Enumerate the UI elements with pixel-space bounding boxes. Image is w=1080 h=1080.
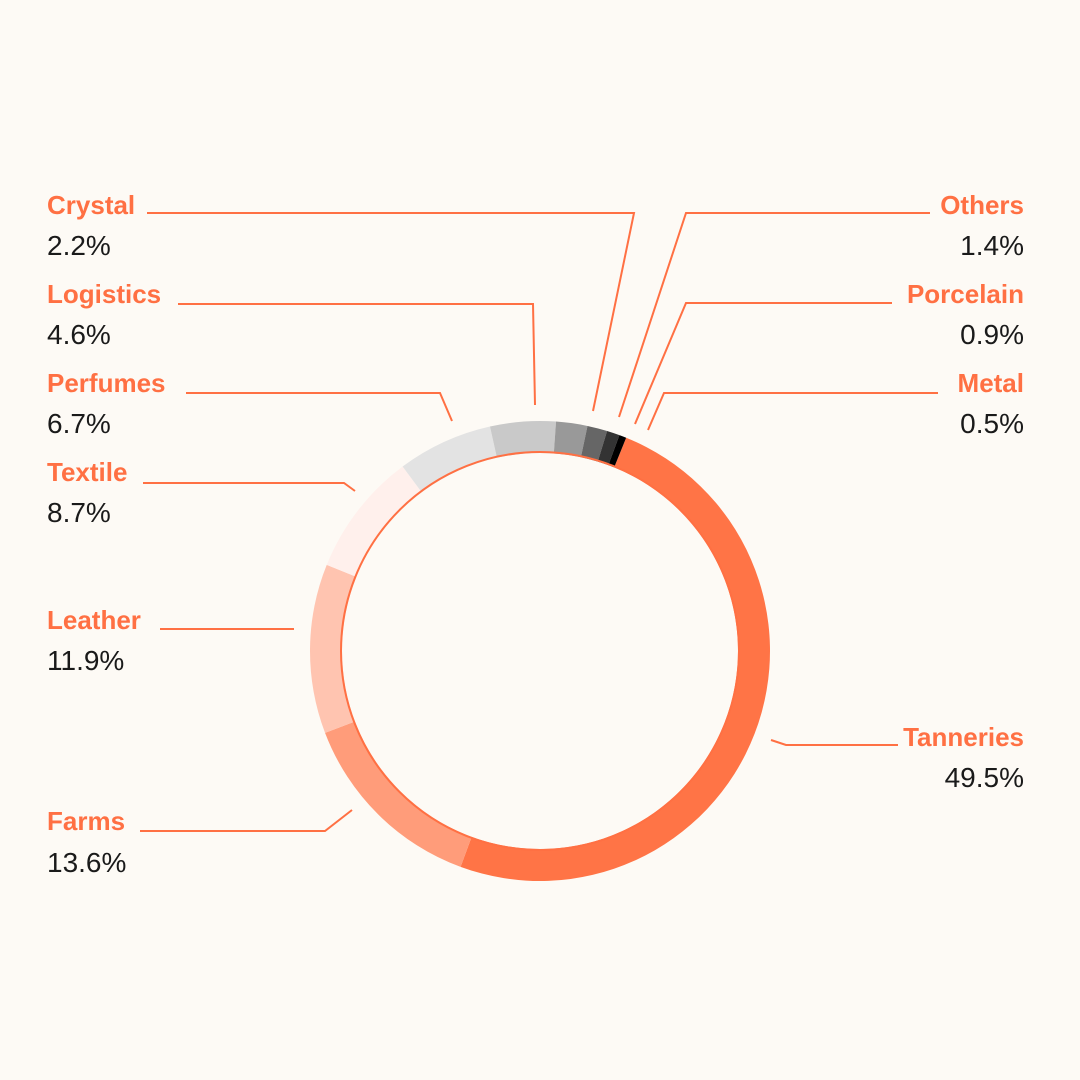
value-perfumes: 6.7% xyxy=(47,408,111,439)
leader-line-logistics xyxy=(178,303,536,406)
label-textile: Textile xyxy=(47,457,127,487)
donut-inner-outline xyxy=(340,451,740,851)
leader-line-metal xyxy=(647,392,938,431)
leader-line-perfumes xyxy=(186,392,453,422)
slice-labels: Tanneries 49.5% Farms 13.6% Leather 11.9% Text… xyxy=(47,190,1024,878)
value-others: 1.4% xyxy=(960,230,1024,261)
slice-porcelain xyxy=(597,431,620,466)
leader-line-others xyxy=(618,212,930,418)
slice-crystal xyxy=(553,421,588,458)
value-tanneries: 49.5% xyxy=(945,762,1024,793)
label-others: Others xyxy=(940,190,1024,220)
slice-perfumes xyxy=(402,426,497,493)
slice-logistics xyxy=(489,421,557,458)
label-leather: Leather xyxy=(47,605,141,635)
label-porcelain: Porcelain xyxy=(907,279,1024,309)
leader-lines xyxy=(140,212,938,832)
label-crystal: Crystal xyxy=(47,190,135,220)
leader-line-farms xyxy=(140,809,353,832)
slice-farms xyxy=(325,721,472,867)
slice-textile xyxy=(326,466,422,577)
leader-line-tanneries xyxy=(770,739,898,746)
value-metal: 0.5% xyxy=(960,408,1024,439)
slice-others xyxy=(580,425,608,462)
leader-line-crystal xyxy=(147,212,636,412)
label-perfumes: Perfumes xyxy=(47,368,166,398)
leader-line-porcelain xyxy=(634,302,892,425)
slice-metal xyxy=(608,435,627,468)
value-porcelain: 0.9% xyxy=(960,319,1024,350)
label-metal: Metal xyxy=(958,368,1024,398)
value-farms: 13.6% xyxy=(47,847,126,878)
label-farms: Farms xyxy=(47,806,125,836)
label-tanneries: Tanneries xyxy=(903,722,1024,752)
donut-slices xyxy=(309,421,770,881)
value-textile: 8.7% xyxy=(47,497,111,528)
value-crystal: 2.2% xyxy=(47,230,111,261)
leader-line-textile xyxy=(143,482,356,492)
slice-tanneries xyxy=(460,437,770,881)
value-leather: 11.9% xyxy=(47,645,124,676)
value-logistics: 4.6% xyxy=(47,319,111,350)
label-logistics: Logistics xyxy=(47,279,161,309)
